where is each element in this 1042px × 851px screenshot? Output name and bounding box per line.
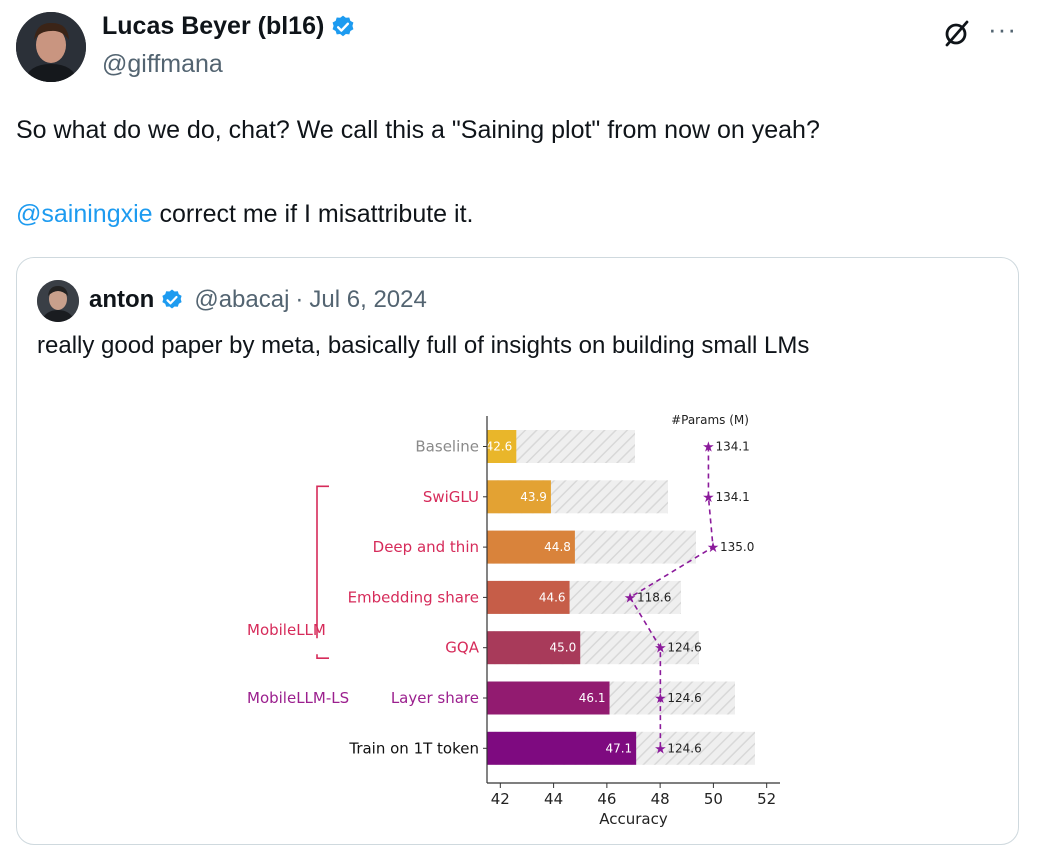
category-label: Layer share	[391, 689, 479, 707]
quote-text: really good paper by meta, basically ful…	[37, 332, 810, 359]
bar-4	[487, 631, 581, 665]
x-tick-label: 46	[597, 790, 616, 808]
mobilellm-ls-label: MobileLLM-LS	[247, 689, 349, 707]
author-name[interactable]: Lucas Beyer (bl16)	[102, 12, 325, 40]
quote-avatar[interactable]	[37, 280, 79, 322]
bar-0	[487, 430, 517, 463]
tweet-text-line-1: So what do we do, chat? We call this a "…	[16, 116, 820, 144]
grok-icon[interactable]	[942, 18, 972, 48]
quote-header: anton @abacaj · Jul 6, 2024	[89, 286, 427, 314]
mobilellm-label: MobileLLM	[247, 621, 326, 639]
params-value-label: 135.0	[720, 540, 754, 554]
more-icon[interactable]: ···	[988, 14, 1017, 44]
params-value-label: 118.6	[637, 590, 671, 604]
category-label: Embedding share	[348, 588, 479, 606]
mobilellm-bracket	[316, 485, 329, 659]
x-axis-label: Accuracy	[599, 810, 668, 828]
mention-link[interactable]: @sainingxie	[16, 200, 153, 228]
quote-separator: ·	[295, 286, 304, 313]
author-avatar[interactable]	[16, 12, 86, 82]
category-label: Baseline	[415, 438, 479, 456]
params-marker-icon: ★	[702, 490, 715, 506]
verified-badge-icon	[162, 289, 182, 309]
author-name-row[interactable]: Lucas Beyer (bl16)	[102, 12, 356, 41]
bar-3	[487, 580, 570, 614]
quoted-tweet[interactable]: anton @abacaj · Jul 6, 2024 really good …	[16, 257, 1019, 845]
quote-handle[interactable]: @abacaj	[194, 286, 290, 313]
tweet-text-line-2: @sainingxie correct me if I misattribute…	[16, 198, 473, 230]
params-marker-icon: ★	[702, 440, 715, 456]
bar-value-label: 44.6	[539, 590, 566, 604]
bar-value-label: 46.1	[579, 691, 606, 705]
quote-author-name[interactable]: anton	[89, 286, 155, 313]
params-marker-icon: ★	[654, 691, 667, 707]
x-tick-label: 44	[544, 790, 563, 808]
params-marker-icon: ★	[654, 741, 667, 757]
bar-value-label: 44.8	[544, 540, 571, 554]
x-tick-label: 52	[757, 790, 776, 808]
x-tick-label: 42	[491, 790, 510, 808]
category-label: Train on 1T token	[348, 739, 479, 757]
bar-value-label: 42.6	[486, 440, 513, 454]
params-line	[628, 446, 714, 749]
tweet-text-rest: correct me if I misattribute it.	[152, 200, 474, 228]
params-value-label: 134.1	[715, 490, 749, 504]
category-label: GQA	[445, 639, 479, 657]
bar-value-label: 43.9	[520, 490, 547, 504]
verified-badge-icon	[332, 15, 354, 36]
x-tick-label: 48	[651, 790, 670, 808]
params-value-label: 124.6	[667, 691, 701, 705]
bar-1	[487, 480, 551, 514]
params-marker-icon: ★	[707, 540, 720, 556]
x-tick-label: 50	[704, 790, 723, 808]
bar-value-label: 45.0	[550, 641, 577, 655]
bar-2	[487, 530, 575, 564]
bar-value-label: 47.1	[605, 741, 632, 755]
bar-6	[487, 731, 637, 765]
params-marker-icon: ★	[654, 641, 667, 657]
params-header: #Params (M)	[671, 413, 749, 427]
params-value-label: 134.1	[715, 440, 749, 454]
bar-5	[487, 681, 610, 715]
category-label: Deep and thin	[373, 538, 479, 556]
params-value-label: 124.6	[667, 641, 701, 655]
category-label: SwiGLU	[423, 488, 479, 506]
params-marker-icon: ★	[624, 590, 637, 606]
author-handle[interactable]: @giffmana	[102, 50, 223, 78]
quote-date[interactable]: Jul 6, 2024	[309, 286, 427, 313]
ablation-bar-chart: 42.6 43.9 44.8 44.6 45.0 46.1 47.1 Baseline SwiG…	[247, 413, 780, 828]
params-value-label: 124.6	[667, 741, 701, 755]
